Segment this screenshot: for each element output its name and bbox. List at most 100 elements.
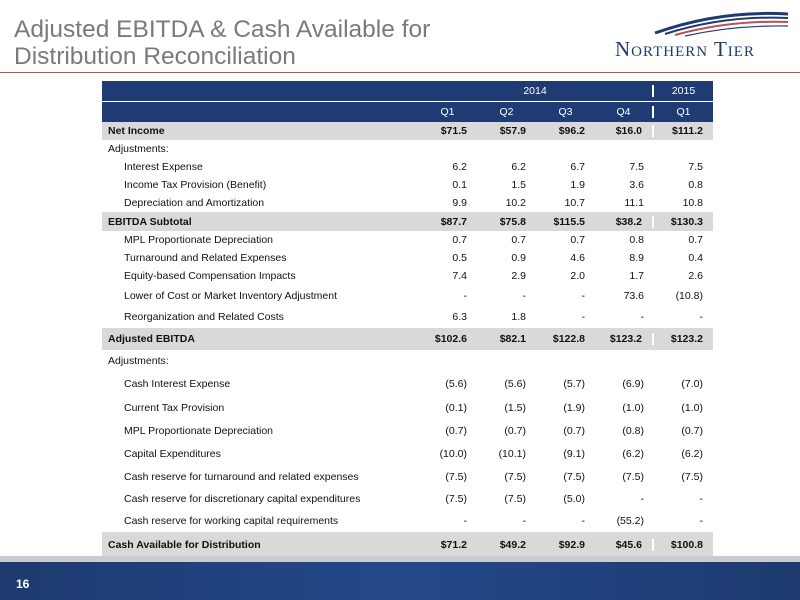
- row-label: Net Income: [108, 125, 165, 137]
- row-value: 10.8: [682, 197, 703, 209]
- table-row: Adjustments:: [102, 350, 713, 371]
- table-row: Current Tax Provision (0.1) (1.5) (1.9) (1.0…: [102, 396, 713, 419]
- row-value: 73.6: [623, 289, 644, 302]
- row-label: Lower of Cost or Market Inventory Adjust…: [124, 289, 338, 302]
- row-value: (10.1): [498, 447, 526, 460]
- row-value: (10.8): [675, 289, 703, 302]
- row-value: -: [699, 311, 704, 323]
- row-value: $92.9: [558, 539, 585, 551]
- row-value: (1.0): [681, 401, 703, 414]
- table-row: Interest Expense 6.2 6.2 6.7 7.5 7.5: [102, 158, 713, 176]
- row-value: -: [463, 515, 468, 527]
- row-value: (5.6): [445, 377, 467, 390]
- table-body: Net Income $71.5 $57.9 $96.2 $16.0 $111.2 Adju…: [102, 122, 713, 558]
- row-label: Adjustments:: [108, 354, 169, 367]
- table-row: Cash reserve for working capital require…: [102, 510, 713, 532]
- row-value: (7.5): [504, 470, 526, 483]
- row-value: $111.2: [672, 125, 703, 137]
- row-label: Current Tax Provision: [124, 401, 225, 414]
- table-row: Cash reserve for turnaround and related …: [102, 465, 713, 488]
- row-value: 7.5: [688, 161, 703, 173]
- row-label: Cash reserve for working capital require…: [124, 515, 339, 527]
- row-value: $38.2: [595, 215, 654, 228]
- row-value: $57.9: [499, 125, 526, 137]
- row-value: $75.8: [499, 215, 526, 228]
- row-value: 0.7: [452, 234, 467, 246]
- row-value: 4.6: [570, 252, 585, 264]
- row-value: (5.7): [563, 377, 585, 390]
- table-row: Depreciation and Amortization 9.9 10.2 10.7…: [102, 194, 713, 212]
- row-value: $45.6: [595, 539, 654, 551]
- row-value: (0.7): [445, 424, 467, 437]
- row-value: 1.8: [511, 311, 526, 323]
- row-value: 8.9: [629, 252, 644, 264]
- row-value: (0.1): [445, 401, 467, 414]
- row-value: (0.7): [504, 424, 526, 437]
- row-value: $123.2: [670, 333, 703, 345]
- row-value: (7.5): [445, 470, 467, 483]
- row-value: $71.2: [440, 539, 467, 551]
- row-value: (7.5): [681, 470, 703, 483]
- row-value: 7.4: [452, 270, 467, 282]
- footer-band: [0, 562, 800, 600]
- quarter-header: Q4: [595, 106, 654, 118]
- row-value: 0.7: [570, 234, 585, 246]
- row-value: $100.8: [670, 539, 703, 551]
- row-value: (55.2): [616, 515, 644, 527]
- row-value: $71.5: [440, 125, 467, 137]
- table-row: Cash reserve for discretionary capital e…: [102, 488, 713, 510]
- row-value: -: [522, 289, 527, 302]
- row-label: MPL Proportionate Depreciation: [124, 424, 274, 437]
- row-label: MPL Proportionate Depreciation: [124, 234, 274, 246]
- row-value: $123.2: [595, 333, 654, 345]
- row-label: Cash reserve for discretionary capital e…: [124, 493, 361, 505]
- row-value: 0.4: [688, 252, 703, 264]
- row-label: EBITDA Subtotal: [108, 215, 192, 228]
- page-number: 16: [16, 577, 30, 591]
- row-value: 6.3: [452, 311, 467, 323]
- row-value: (1.0): [622, 401, 644, 414]
- footer-divider: [0, 556, 800, 564]
- row-value: 6.7: [570, 161, 585, 173]
- row-value: 2.0: [570, 270, 585, 282]
- row-value: 1.5: [511, 179, 526, 191]
- row-value: 10.7: [564, 197, 585, 209]
- row-label: Cash reserve for turnaround and related …: [124, 470, 359, 483]
- row-value: (0.7): [563, 424, 585, 437]
- row-value: 0.1: [452, 179, 467, 191]
- row-value: (7.0): [681, 377, 703, 390]
- row-value: (1.5): [504, 401, 526, 414]
- quarter-header: Q1: [676, 106, 691, 118]
- row-value: 0.7: [688, 234, 703, 246]
- logo-text: Northern Tier: [615, 37, 755, 61]
- table-row: MPL Proportionate Depreciation (0.7) (0.7)…: [102, 419, 713, 442]
- row-label: Adjusted EBITDA: [108, 333, 195, 345]
- row-value: $87.7: [440, 215, 467, 228]
- row-value: (9.1): [563, 447, 585, 460]
- row-value: 3.6: [629, 179, 644, 191]
- row-value: (6.2): [622, 447, 644, 460]
- table-row: Net Income $71.5 $57.9 $96.2 $16.0 $111.2: [102, 122, 713, 140]
- table-row: EBITDA Subtotal $87.7 $75.8 $115.5 $38.2 $130…: [102, 212, 713, 231]
- row-value: 6.2: [511, 161, 526, 173]
- row-value: (6.2): [681, 447, 703, 460]
- row-value: -: [581, 515, 586, 527]
- row-value: $16.0: [595, 125, 654, 137]
- row-value: 0.7: [511, 234, 526, 246]
- row-value: (0.7): [681, 424, 703, 437]
- row-value: -: [522, 515, 527, 527]
- row-value: (1.9): [563, 401, 585, 414]
- row-value: -: [640, 311, 645, 323]
- row-value: (6.9): [622, 377, 644, 390]
- row-value: (5.6): [504, 377, 526, 390]
- table-row: Turnaround and Related Expenses 0.5 0.9 4.6…: [102, 249, 713, 267]
- row-value: $130.3: [670, 215, 703, 228]
- reconciliation-table: 2014 2015 Q1 Q2 Q3 Q4 Q1 Net Income $71.5…: [102, 81, 713, 558]
- row-value: (7.5): [622, 470, 644, 483]
- year-2015-header: 2015: [671, 85, 696, 97]
- table-row: Adjustments:: [102, 140, 713, 158]
- row-value: (7.5): [504, 493, 526, 505]
- table-row: MPL Proportionate Depreciation 0.7 0.7 0.7 0…: [102, 231, 713, 249]
- row-value: -: [699, 493, 704, 505]
- quarter-header-row: Q1 Q2 Q3 Q4 Q1: [102, 101, 713, 122]
